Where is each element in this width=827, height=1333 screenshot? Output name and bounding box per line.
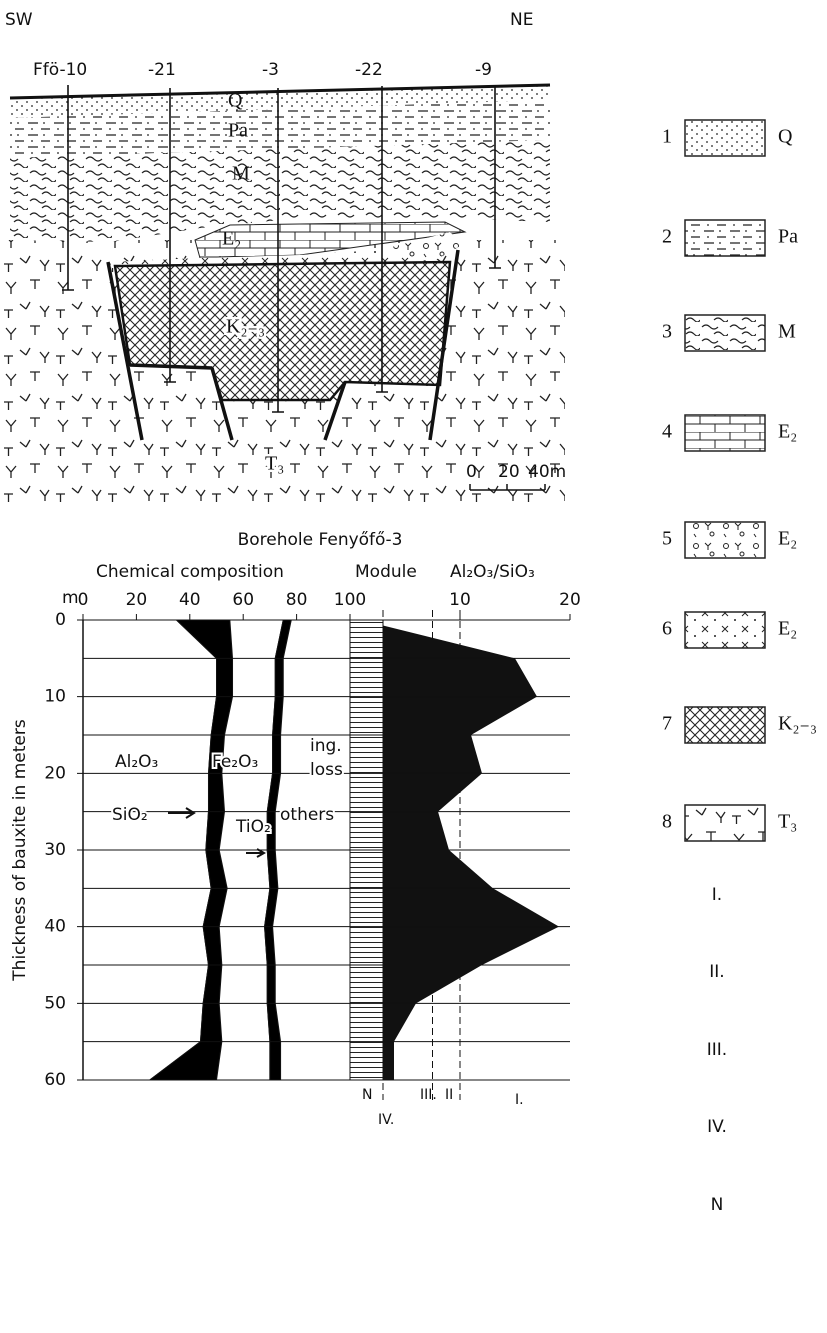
module-tick-label: 10 xyxy=(449,590,471,610)
direction-label: NE xyxy=(510,10,533,30)
series-label: Al₂O₃ xyxy=(115,752,158,772)
class-label: III. xyxy=(707,1040,727,1060)
y-tick-label: 10 xyxy=(44,687,66,707)
y-tick-label: 40 xyxy=(44,917,66,937)
borehole-label: -3 xyxy=(262,60,279,80)
module-tick-label: 20 xyxy=(559,590,581,610)
y-axis-label: Thickness of bauxite in meters xyxy=(10,719,30,982)
legend-swatch xyxy=(685,805,765,841)
legend-label: K₂₋₃ xyxy=(778,713,817,735)
legend-label: M xyxy=(778,321,796,343)
annotation: loss xyxy=(310,760,343,780)
unit-label: Pa xyxy=(228,120,248,142)
borehole-label: Ffö-10 xyxy=(33,60,87,80)
legend: 1 Q 2 Pa 3 M 4 E₂ 5 E₂ 6 E₂ 7 K₂₋₃ 8 T₃ I. II. III. IV. N xyxy=(662,120,817,1215)
legend-number: 1 xyxy=(662,126,672,148)
legend-label: T₃ xyxy=(778,811,797,833)
class-label: II. xyxy=(709,962,724,982)
y-tick-label: 30 xyxy=(44,840,66,860)
series-label: TiO₂ xyxy=(235,817,271,837)
class-label: IV. xyxy=(707,1117,727,1137)
x-tick-label: 100 xyxy=(334,590,366,610)
module-ratio-label: Al₂O₃/SiO₃ xyxy=(450,562,535,582)
y-tick-label: 20 xyxy=(44,763,66,783)
annotation: ing. xyxy=(310,736,342,756)
y-unit: m xyxy=(62,588,79,608)
borehole-label: -9 xyxy=(475,60,492,80)
class-label: II xyxy=(445,1087,453,1103)
legend-number: 3 xyxy=(662,321,672,343)
x-tick-label: 40 xyxy=(179,590,201,610)
chart-title: Borehole Fenyőfő-3 xyxy=(238,530,403,550)
series-label: Fe₂O₃ xyxy=(212,752,258,772)
class-label: III. xyxy=(420,1087,437,1103)
legend-label: Pa xyxy=(778,226,798,248)
x-tick-label: 20 xyxy=(126,590,148,610)
legend-number: 4 xyxy=(662,421,672,443)
legend-label: E₂ xyxy=(778,528,797,550)
class-label: N xyxy=(362,1087,372,1103)
x-tick-label: 60 xyxy=(232,590,254,610)
legend-swatch xyxy=(685,120,765,156)
legend-swatch xyxy=(685,522,765,558)
legend-number: 8 xyxy=(662,811,672,833)
borehole-label: -21 xyxy=(148,60,176,80)
legend-label: Q xyxy=(778,126,793,148)
class-label: I. xyxy=(712,885,722,905)
unit-label: M xyxy=(232,163,250,185)
scale-label: 40m xyxy=(528,462,566,482)
legend-swatch xyxy=(685,315,765,351)
legend-number: 6 xyxy=(662,618,672,640)
legend-number: 7 xyxy=(662,713,672,735)
series-label: others xyxy=(280,805,334,825)
cross-section: SW NE Ffö-10 -21 -3 -22 -9 Q Pa M E₂ K₂₋… xyxy=(0,10,566,505)
unit-label: K₂₋₃ xyxy=(226,316,265,338)
class-label: IV. xyxy=(378,1112,394,1128)
scale-label: 0 xyxy=(466,462,477,482)
legend-label: E₂ xyxy=(778,618,797,640)
borehole-chart: Borehole Fenyőfő-3 Chemical composition Mo… xyxy=(10,530,581,1128)
legend-swatch xyxy=(685,612,765,648)
scale-label: 20 xyxy=(498,462,520,482)
legend-number: 5 xyxy=(662,528,672,550)
y-tick-label: 50 xyxy=(44,993,66,1013)
direction-label: SW xyxy=(5,10,33,30)
x-tick-label: 80 xyxy=(286,590,308,610)
unit-label: E₂ xyxy=(222,228,241,250)
figure: SW NE Ffö-10 -21 -3 -22 -9 Q Pa M E₂ K₂₋… xyxy=(0,0,827,1333)
borehole-label: -22 xyxy=(355,60,383,80)
unit-label: Q xyxy=(228,90,243,112)
legend-swatch xyxy=(685,707,765,743)
y-tick-label: 0 xyxy=(55,610,66,630)
legend-number: 2 xyxy=(662,226,672,248)
unit-label: T₃ xyxy=(265,453,284,475)
legend-label: E₂ xyxy=(778,421,797,443)
x-tick-label: 0 xyxy=(78,590,89,610)
x-axis-label: Chemical composition xyxy=(96,562,284,582)
module-label: Module xyxy=(355,562,417,582)
series-label: SiO₂ xyxy=(112,805,148,825)
legend-swatch xyxy=(685,220,765,256)
class-label: I. xyxy=(515,1092,524,1108)
class-label: N xyxy=(711,1195,724,1215)
legend-swatch xyxy=(685,415,765,451)
y-tick-label: 60 xyxy=(44,1070,66,1090)
